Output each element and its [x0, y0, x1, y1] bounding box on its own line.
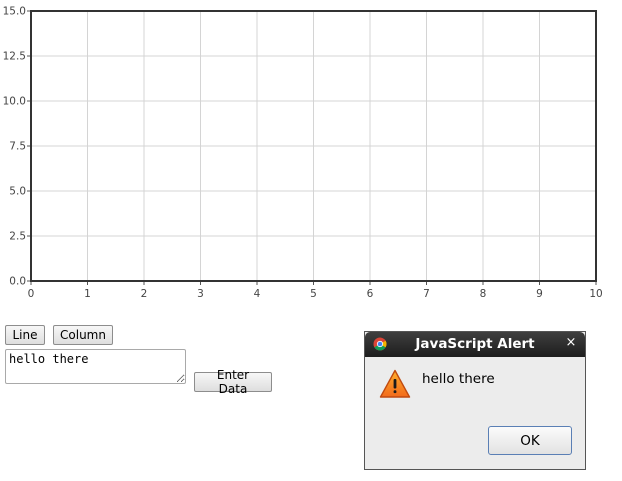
- y-tick-label: 5.0: [9, 186, 26, 198]
- y-tick-label: 0.0: [9, 276, 26, 288]
- chart-svg: 0 1 2 3 4 5 6 7 8 9 10 0.0 2.5 5.0 7.5 10.0 12.5 15.0: [3, 6, 603, 301]
- alert-title: JavaScript Alert: [415, 336, 535, 352]
- y-tick-label: 7.5: [9, 141, 26, 153]
- warning-icon: [379, 369, 411, 398]
- close-icon[interactable]: ×: [565, 335, 577, 350]
- ok-button[interactable]: OK: [488, 426, 572, 455]
- data-input[interactable]: [5, 349, 186, 384]
- column-button[interactable]: Column: [53, 325, 113, 345]
- javascript-alert-dialog: JavaScript Alert × hello there OK: [364, 331, 586, 470]
- plot-frame: [30, 10, 597, 282]
- y-tick-label: 15.0: [3, 6, 26, 18]
- alert-message: hello there: [422, 371, 495, 387]
- line-button[interactable]: Line: [5, 325, 45, 345]
- y-tick-label: 12.5: [3, 51, 26, 63]
- x-tick-label: 7: [423, 288, 430, 300]
- x-tick-label: 9: [536, 288, 543, 300]
- x-tick-label: 0: [28, 288, 35, 300]
- y-tick-label: 2.5: [9, 231, 26, 243]
- x-tick-label: 6: [367, 288, 374, 300]
- x-tick-label: 5: [310, 288, 317, 300]
- x-tick-label: 4: [254, 288, 261, 300]
- x-tick-label: 3: [197, 288, 204, 300]
- alert-titlebar: JavaScript Alert ×: [365, 332, 585, 357]
- x-tick-label: 1: [84, 288, 91, 300]
- chrome-icon: [373, 337, 387, 351]
- y-tick-label: 10.0: [3, 96, 26, 108]
- chart-area: 0 1 2 3 4 5 6 7 8 9 10 0.0 2.5 5.0 7.5 10.0 12.5 15.0: [3, 6, 603, 301]
- x-tick-label: 2: [141, 288, 148, 300]
- x-tick-label: 10: [589, 288, 602, 300]
- x-tick-label: 8: [480, 288, 487, 300]
- enter-data-button[interactable]: Enter Data: [194, 368, 272, 396]
